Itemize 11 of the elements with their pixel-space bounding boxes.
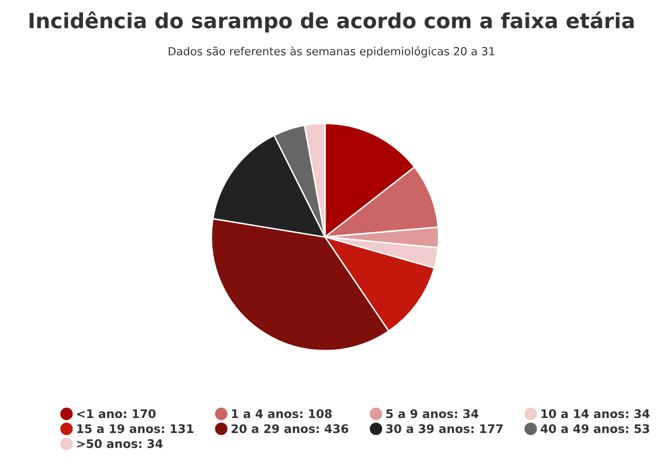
legend-label: 30 a 39 anos: 177: [386, 424, 503, 434]
chart-subtitle: Dados são referentes às semanas epidemiológicas 20 a 31: [168, 46, 494, 58]
legend-label: 40 a 49 anos: 53: [540, 424, 650, 434]
legend-label: >50 anos: 34: [77, 439, 163, 448]
legend-label: 5 a 9 anos: 34: [386, 409, 478, 418]
legend-label: 1 a 4 anos: 108: [232, 409, 332, 418]
chart-title: Incidência do sarampo de acordo com a faixa etária: [30, 12, 634, 32]
legend-label: 15 a 19 anos: 131: [77, 424, 194, 434]
legend-label: 20 a 29 anos: 436: [232, 424, 348, 434]
legend-label: 10 a 14 anos: 34: [541, 409, 650, 418]
legend-label: <1 ano: 170: [77, 409, 156, 418]
